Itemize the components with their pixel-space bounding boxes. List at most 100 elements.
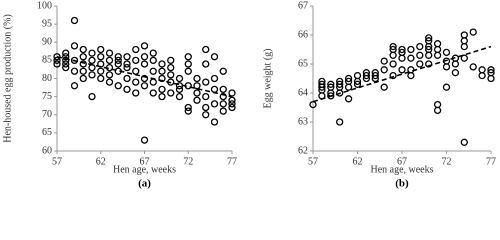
data-point [380, 57, 388, 65]
data-point [193, 82, 201, 90]
data-point [425, 34, 433, 42]
data-point [425, 60, 433, 68]
x-tick-label: 77 [227, 156, 237, 167]
y-tick-label: 63 [298, 116, 308, 127]
data-point [88, 71, 96, 79]
data-point [210, 74, 219, 83]
data-point [132, 56, 140, 65]
data-point [123, 85, 131, 94]
data-point [175, 74, 184, 83]
data-point [70, 82, 79, 90]
data-point [184, 60, 192, 68]
data-point [97, 74, 105, 83]
y-tick-label: 65 [298, 58, 308, 69]
data-point [88, 56, 96, 65]
data-point [389, 71, 397, 80]
data-point [79, 60, 87, 68]
data-point [158, 67, 166, 75]
data-point [210, 53, 219, 61]
data-point [487, 66, 495, 74]
data-point [336, 118, 344, 126]
y-tick-label: 65 [42, 127, 52, 138]
data-point [460, 138, 468, 146]
data-point [398, 45, 406, 54]
panel-label: (a) [138, 178, 151, 190]
data-point [336, 80, 344, 88]
data-point [451, 69, 460, 77]
data-point [344, 83, 353, 91]
data-point [79, 53, 87, 61]
data-point [149, 56, 157, 65]
data-point [353, 77, 362, 86]
data-point [228, 100, 236, 108]
y-tick-label: 60 [42, 145, 52, 156]
x-tick-label: 57 [52, 156, 62, 167]
data-point [202, 111, 210, 119]
data-point [460, 42, 468, 51]
data-point [132, 45, 140, 54]
data-point [202, 78, 210, 86]
data-point [344, 95, 353, 103]
data-point [219, 85, 227, 94]
x-tick-label: 67 [397, 156, 407, 167]
data-point [193, 74, 201, 83]
data-point [140, 42, 149, 50]
data-point [193, 96, 201, 104]
data-point [97, 53, 105, 61]
data-point [114, 56, 122, 65]
data-point [487, 74, 495, 83]
data-point [184, 107, 192, 115]
data-point [167, 89, 175, 97]
data-point [88, 92, 96, 101]
y-tick-label: 70 [42, 109, 52, 120]
data-point [79, 45, 87, 54]
data-point [219, 107, 227, 115]
data-point [416, 60, 424, 68]
data-point [149, 89, 157, 97]
y-tick-label: 90 [42, 37, 52, 48]
panel-label: (b) [395, 178, 409, 190]
data-point [460, 54, 468, 62]
data-point [105, 56, 114, 65]
x-tick-label: 72 [183, 156, 193, 167]
data-point [105, 71, 114, 79]
data-point [97, 45, 105, 54]
x-tick-label: 57 [308, 156, 318, 167]
data-point [88, 49, 96, 57]
data-point [167, 71, 175, 79]
data-point [478, 66, 486, 74]
data-point [228, 103, 236, 112]
data-point [62, 56, 70, 65]
data-point [362, 71, 371, 80]
data-point [62, 53, 70, 61]
data-point [327, 83, 335, 91]
data-point [79, 67, 87, 75]
y-tick-label: 66 [298, 29, 308, 40]
data-point [158, 60, 166, 68]
data-point [132, 78, 140, 86]
data-point [140, 82, 149, 90]
y-tick-label: 85 [42, 55, 52, 66]
data-point [202, 103, 210, 112]
data-point [318, 80, 326, 88]
data-point [327, 80, 335, 88]
data-point [140, 53, 149, 61]
x-tick-label: 72 [442, 156, 452, 167]
data-point [114, 82, 122, 90]
data-point [53, 60, 61, 68]
data-point [132, 89, 140, 97]
x-tick-label: 62 [96, 156, 106, 167]
data-point [175, 85, 184, 94]
data-point [433, 45, 442, 54]
data-point [167, 63, 175, 72]
y-tick-label: 75 [42, 91, 52, 102]
data-point [407, 54, 415, 62]
data-point [362, 74, 371, 83]
data-point [140, 136, 149, 144]
data-point [478, 71, 486, 80]
y-axis-label: Egg weight (g) [262, 49, 273, 109]
data-point [140, 60, 149, 68]
data-point [416, 42, 424, 51]
data-point [433, 40, 442, 48]
